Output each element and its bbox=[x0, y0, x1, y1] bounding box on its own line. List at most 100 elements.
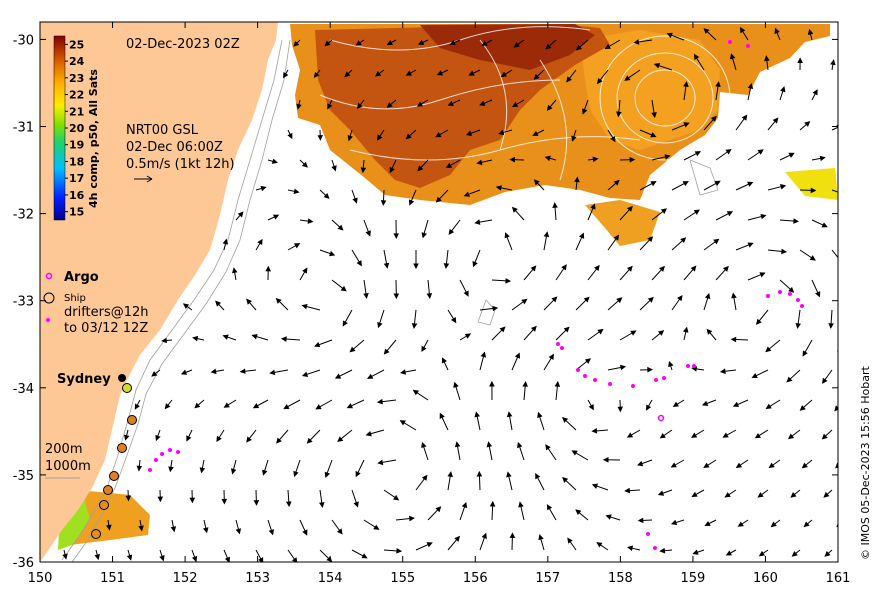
lon-tick-label: 151 bbox=[100, 571, 125, 586]
current-vector-head bbox=[138, 525, 144, 532]
current-vector-head bbox=[737, 521, 744, 527]
current-vector-head bbox=[629, 156, 636, 163]
current-vector-head bbox=[340, 285, 347, 292]
current-vector-head bbox=[791, 550, 798, 557]
current-vector-head bbox=[584, 358, 591, 364]
current-vector-head bbox=[492, 305, 499, 312]
current-vector-head bbox=[810, 187, 817, 194]
current-vector-head bbox=[591, 428, 598, 434]
ship-legend-symbol bbox=[43, 292, 55, 304]
current-vector-head bbox=[353, 501, 359, 508]
current-vector-head bbox=[630, 330, 637, 336]
lat-tick-label: -31 bbox=[13, 121, 34, 136]
current-vector-head bbox=[596, 542, 603, 548]
current-vector-head bbox=[509, 156, 516, 163]
current-vector-head bbox=[841, 31, 845, 35]
date-label: 02-Dec-2023 02Z bbox=[126, 37, 240, 52]
current-vector-head bbox=[500, 71, 507, 78]
current-vector-head bbox=[334, 373, 342, 379]
current-vector-head bbox=[447, 100, 454, 106]
current-vector-head bbox=[693, 53, 700, 61]
current-vector-head bbox=[463, 290, 469, 297]
scale-vector bbox=[134, 175, 153, 183]
current-vector-head bbox=[439, 412, 445, 419]
current-vector-head bbox=[666, 32, 673, 39]
current-vector-head bbox=[323, 192, 330, 199]
current-vector-head bbox=[365, 230, 371, 237]
current-vector-head bbox=[363, 293, 369, 299]
sst-far-east-yellow bbox=[785, 168, 838, 200]
current-vector-head bbox=[307, 218, 314, 224]
current-vector-head bbox=[275, 297, 282, 304]
current-vector-head bbox=[182, 303, 190, 309]
current-vector-head bbox=[812, 89, 818, 96]
current-vector-head bbox=[840, 191, 844, 195]
sst-coastal-patch bbox=[70, 490, 150, 545]
current-vector-head bbox=[223, 402, 230, 408]
current-vector-head bbox=[821, 433, 828, 440]
current-vector-head bbox=[823, 491, 830, 498]
lat-tick-label: -30 bbox=[13, 33, 34, 48]
current-vector-head bbox=[597, 78, 603, 85]
current-vector-head bbox=[516, 441, 523, 449]
colorbar-tick-label: 21 bbox=[69, 105, 84, 118]
current-vector-head bbox=[180, 369, 188, 375]
current-vector-head bbox=[461, 501, 468, 509]
current-vector-head bbox=[408, 199, 415, 206]
current-vector-head bbox=[802, 350, 808, 357]
current-vector-head bbox=[413, 263, 419, 270]
current-vector-head bbox=[851, 159, 855, 163]
current-vector-head bbox=[151, 371, 158, 377]
current-vector-head bbox=[768, 462, 775, 469]
current-vector-head bbox=[454, 535, 461, 542]
current-vector-head bbox=[448, 228, 455, 235]
current-vector-head bbox=[545, 444, 551, 451]
current-vector-head bbox=[562, 476, 569, 483]
current-vector-head bbox=[613, 179, 620, 186]
current-vector-head bbox=[215, 300, 222, 307]
current-vector-head bbox=[588, 404, 594, 411]
current-vector-head bbox=[447, 471, 453, 478]
current-vector-head bbox=[616, 297, 623, 304]
current-vector-head bbox=[819, 155, 826, 162]
current-vector-head bbox=[373, 524, 380, 530]
current-vector-head bbox=[659, 265, 665, 272]
current-vector-head bbox=[377, 321, 383, 329]
current-vector-head bbox=[386, 102, 393, 108]
current-vector-head bbox=[222, 238, 229, 245]
current-vector-head bbox=[489, 380, 495, 387]
current-vector-head bbox=[683, 326, 689, 333]
current-vector-head bbox=[276, 437, 282, 444]
current-vector-head bbox=[561, 264, 567, 271]
current-vector-head bbox=[772, 117, 779, 124]
current-vector-head bbox=[159, 555, 165, 562]
current-vector-head bbox=[293, 188, 300, 195]
lat-tick-label: -32 bbox=[13, 208, 34, 223]
current-vector-head bbox=[616, 111, 622, 118]
current-vector-head bbox=[511, 101, 519, 108]
lon-tick-label: 158 bbox=[608, 571, 633, 586]
current-vector-head bbox=[693, 209, 700, 215]
current-vector-head bbox=[417, 165, 424, 172]
current-vector-head bbox=[554, 380, 561, 387]
current-vector-head bbox=[668, 360, 674, 368]
current-vector-head bbox=[283, 403, 290, 410]
ship-track bbox=[91, 383, 137, 539]
current-vector-head bbox=[260, 185, 267, 192]
current-vector-head bbox=[751, 372, 758, 379]
drifter-legend-label-2: to 03/12 12Z bbox=[64, 321, 148, 336]
current-vector-head bbox=[314, 341, 321, 348]
current-vector-head bbox=[591, 483, 599, 489]
current-vector-head bbox=[293, 470, 299, 478]
current-vector-head bbox=[522, 380, 528, 387]
current-vector-head bbox=[722, 265, 729, 272]
colorbar-ticks: 25 24 23 22 21 20 19 18 17 16 15 bbox=[65, 38, 85, 219]
current-vector-head bbox=[747, 83, 754, 90]
current-vector-head bbox=[317, 135, 323, 141]
current-vector-head bbox=[511, 206, 518, 213]
overlay-line-3: 0.5m/s (1kt 12h) bbox=[126, 157, 235, 172]
lat-tick-label: -34 bbox=[13, 382, 34, 397]
current-vector-head bbox=[472, 261, 478, 268]
current-vector-head bbox=[346, 403, 353, 409]
current-vector-head bbox=[161, 337, 167, 344]
